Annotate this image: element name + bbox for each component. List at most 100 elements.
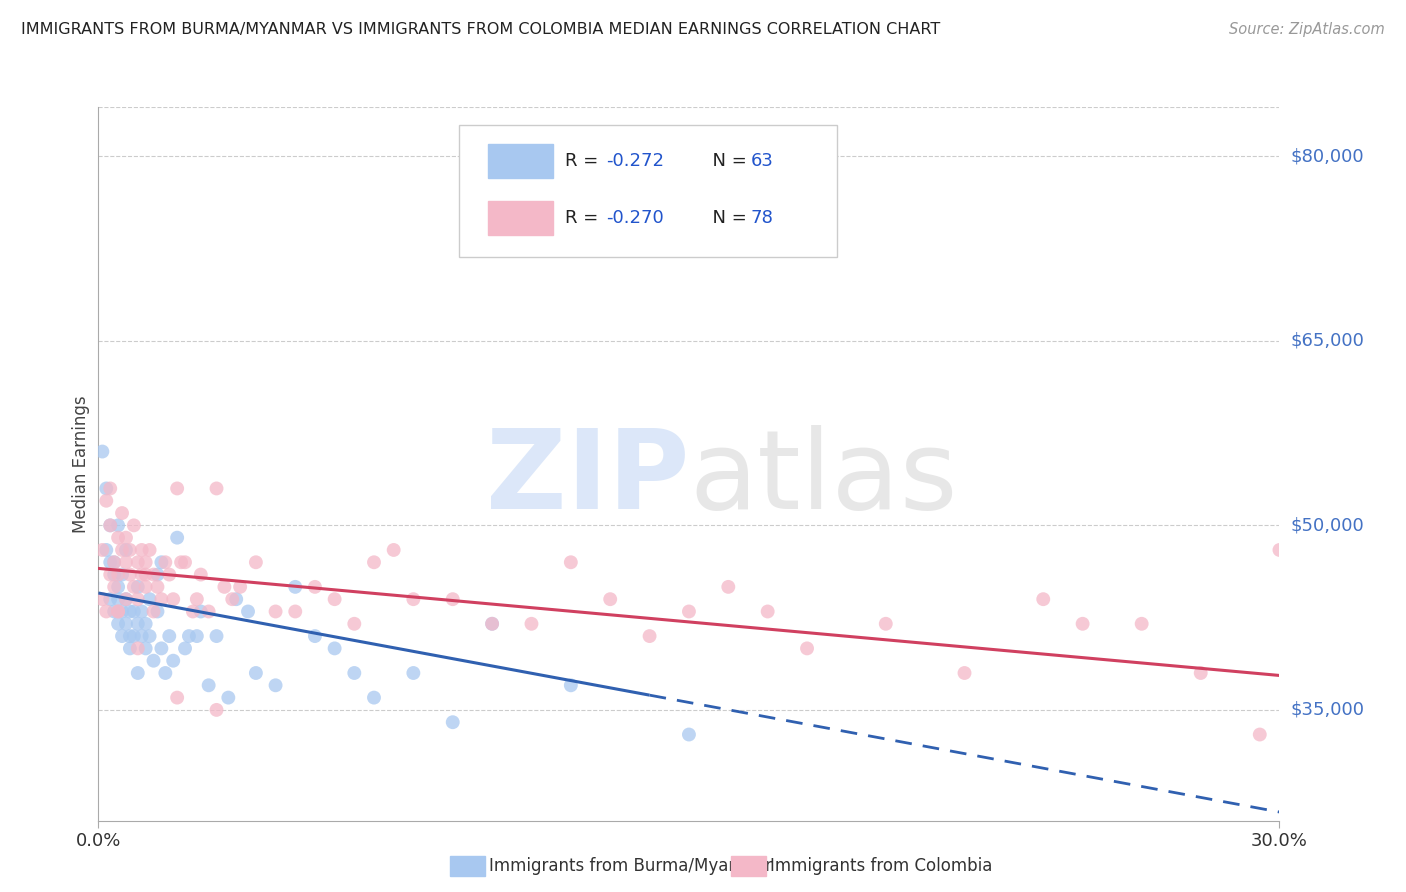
Point: [98, 518, 121, 533]
Point: [1189, 665, 1212, 680]
Point: [111, 543, 134, 558]
Point: [103, 555, 125, 569]
Point: [115, 592, 138, 607]
Text: Source: ZipAtlas.com: Source: ZipAtlas.com: [1229, 22, 1385, 37]
Text: $80,000: $80,000: [1291, 147, 1364, 165]
Point: [481, 616, 503, 631]
Point: [107, 605, 129, 619]
Point: [520, 616, 543, 631]
Point: [343, 665, 366, 680]
Point: [166, 531, 188, 545]
Point: [131, 543, 153, 558]
Point: [229, 580, 252, 594]
Point: [142, 654, 165, 668]
Point: [146, 580, 169, 594]
Point: [107, 567, 129, 582]
Point: [157, 629, 180, 643]
Point: [103, 555, 125, 569]
Point: [127, 665, 149, 680]
Point: [98, 482, 121, 496]
Point: [174, 555, 197, 569]
Point: [174, 641, 197, 656]
Point: [1032, 592, 1054, 607]
Point: [205, 703, 228, 717]
Point: [107, 605, 129, 619]
Text: R =: R =: [565, 209, 605, 227]
Point: [560, 678, 582, 692]
Point: [98, 567, 121, 582]
Point: [115, 555, 138, 569]
Point: [111, 605, 134, 619]
Point: [875, 616, 897, 631]
Point: [115, 531, 138, 545]
Point: [107, 531, 129, 545]
Point: [1249, 727, 1271, 741]
Point: [127, 555, 149, 569]
Point: [481, 616, 503, 631]
Point: [118, 605, 141, 619]
Point: [96, 493, 118, 508]
Point: [146, 605, 169, 619]
Point: [323, 592, 346, 607]
Text: -0.272: -0.272: [606, 152, 664, 169]
Point: [142, 567, 165, 582]
Text: N =: N =: [700, 152, 752, 169]
Point: [127, 580, 149, 594]
Point: [118, 567, 141, 582]
Text: 78: 78: [751, 209, 773, 227]
Text: R =: R =: [565, 152, 605, 169]
Text: atlas: atlas: [689, 425, 957, 532]
Point: [118, 629, 141, 643]
Point: [638, 629, 661, 643]
Point: [599, 592, 621, 607]
Point: [135, 555, 157, 569]
Point: [205, 629, 228, 643]
Point: [190, 605, 212, 619]
Point: [402, 592, 425, 607]
Point: [122, 629, 145, 643]
Point: [118, 543, 141, 558]
Point: [245, 555, 267, 569]
Point: [111, 567, 134, 582]
Point: [98, 555, 121, 569]
Text: 63: 63: [751, 152, 773, 169]
Text: IMMIGRANTS FROM BURMA/MYANMAR VS IMMIGRANTS FROM COLOMBIA MEDIAN EARNINGS CORREL: IMMIGRANTS FROM BURMA/MYANMAR VS IMMIGRA…: [21, 22, 941, 37]
Point: [135, 580, 157, 594]
Point: [304, 580, 326, 594]
Point: [103, 605, 125, 619]
Point: [1130, 616, 1153, 631]
Point: [122, 605, 145, 619]
Point: [186, 629, 208, 643]
Point: [122, 580, 145, 594]
Y-axis label: Median Earnings: Median Earnings: [72, 395, 90, 533]
Point: [150, 555, 173, 569]
Point: [402, 665, 425, 680]
Point: [162, 592, 184, 607]
Point: [98, 592, 121, 607]
Point: [441, 592, 464, 607]
Point: [157, 567, 180, 582]
Point: [115, 543, 138, 558]
Text: $35,000: $35,000: [1291, 701, 1365, 719]
Point: [170, 555, 193, 569]
Point: [678, 605, 700, 619]
Point: [166, 690, 188, 705]
Point: [1071, 616, 1094, 631]
Point: [343, 616, 366, 631]
Point: [236, 605, 259, 619]
Point: [131, 605, 153, 619]
Point: [150, 641, 173, 656]
Point: [138, 543, 160, 558]
Text: Immigrants from Burma/Myanmar: Immigrants from Burma/Myanmar: [489, 857, 772, 875]
Point: [142, 605, 165, 619]
Point: [264, 605, 287, 619]
Point: [197, 605, 219, 619]
Bar: [488, 145, 553, 178]
Point: [115, 592, 138, 607]
Point: [131, 567, 153, 582]
Point: [146, 567, 169, 582]
Point: [107, 616, 129, 631]
Point: [127, 641, 149, 656]
Point: [155, 555, 177, 569]
Point: [103, 580, 125, 594]
